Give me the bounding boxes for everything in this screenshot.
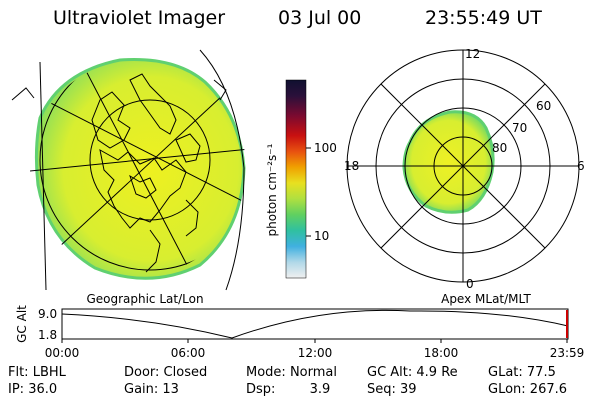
door-field: Door: Closed — [124, 365, 208, 380]
mode-field: Mode: Normal — [246, 365, 337, 380]
mlt-label-6: 6 — [577, 159, 585, 173]
instrument-title: Ultraviolet Imager — [53, 7, 226, 29]
mlt-label-0: 0 — [466, 277, 474, 291]
polar-image — [402, 110, 495, 214]
right-panel-label: Apex MLat/MLT — [441, 292, 531, 306]
polar-diagonals — [379, 82, 547, 250]
altitude-plot-frame — [61, 308, 569, 340]
mlat-label-70: 70 — [512, 121, 527, 135]
gc-alt-field: GC Alt: 4.9 Re — [367, 365, 458, 380]
colorbar-tick-10: 10 — [314, 229, 329, 243]
altitude-curve — [61, 309, 569, 339]
geographic-image — [34, 58, 246, 280]
time-tick-1200: 12:00 — [298, 346, 333, 360]
altitude-ylabel: GC Alt — [15, 305, 29, 343]
time-tick-2359: 23:59 — [550, 346, 585, 360]
left-panel-label: Geographic Lat/Lon — [86, 292, 203, 306]
altitude-ytick-min: 1.8 — [38, 328, 57, 342]
image-time: 23:55:49 UT — [425, 7, 542, 29]
coastlines — [11, 73, 227, 273]
flt-field: Flt: LBHL — [8, 365, 66, 380]
glat-field: GLat: 77.5 — [488, 365, 556, 380]
ip-field: IP: 36.0 — [8, 382, 58, 397]
gain-field: Gain: 13 — [124, 382, 179, 397]
dsp-field: Dsp: 3.9 — [246, 382, 331, 397]
right-aurora-oval — [402, 110, 495, 214]
colorbar — [285, 79, 307, 279]
left-outer-arcs — [39, 49, 245, 291]
glon-field: GLon: 267.6 — [488, 382, 568, 397]
mlat-label-80: 80 — [492, 141, 507, 155]
time-tick-0000: 00:00 — [45, 346, 80, 360]
colorbar-unit-label: photon cm⁻²s⁻¹ — [265, 143, 279, 236]
polar-grid — [346, 49, 580, 283]
seq-field: Seq: 39 — [367, 382, 417, 397]
left-grid — [30, 60, 246, 276]
left-aurora-region — [34, 58, 246, 280]
colorbar-tick-100: 100 — [314, 141, 337, 155]
time-tick-0600: 06:00 — [171, 346, 206, 360]
mlt-label-12: 12 — [465, 47, 480, 61]
mlt-label-18: 18 — [344, 159, 359, 173]
time-tick-1800: 18:00 — [424, 346, 459, 360]
altitude-ytick-max: 9.0 — [38, 307, 57, 321]
image-date: 03 Jul 00 — [278, 7, 362, 29]
mlat-label-60: 60 — [536, 99, 551, 113]
